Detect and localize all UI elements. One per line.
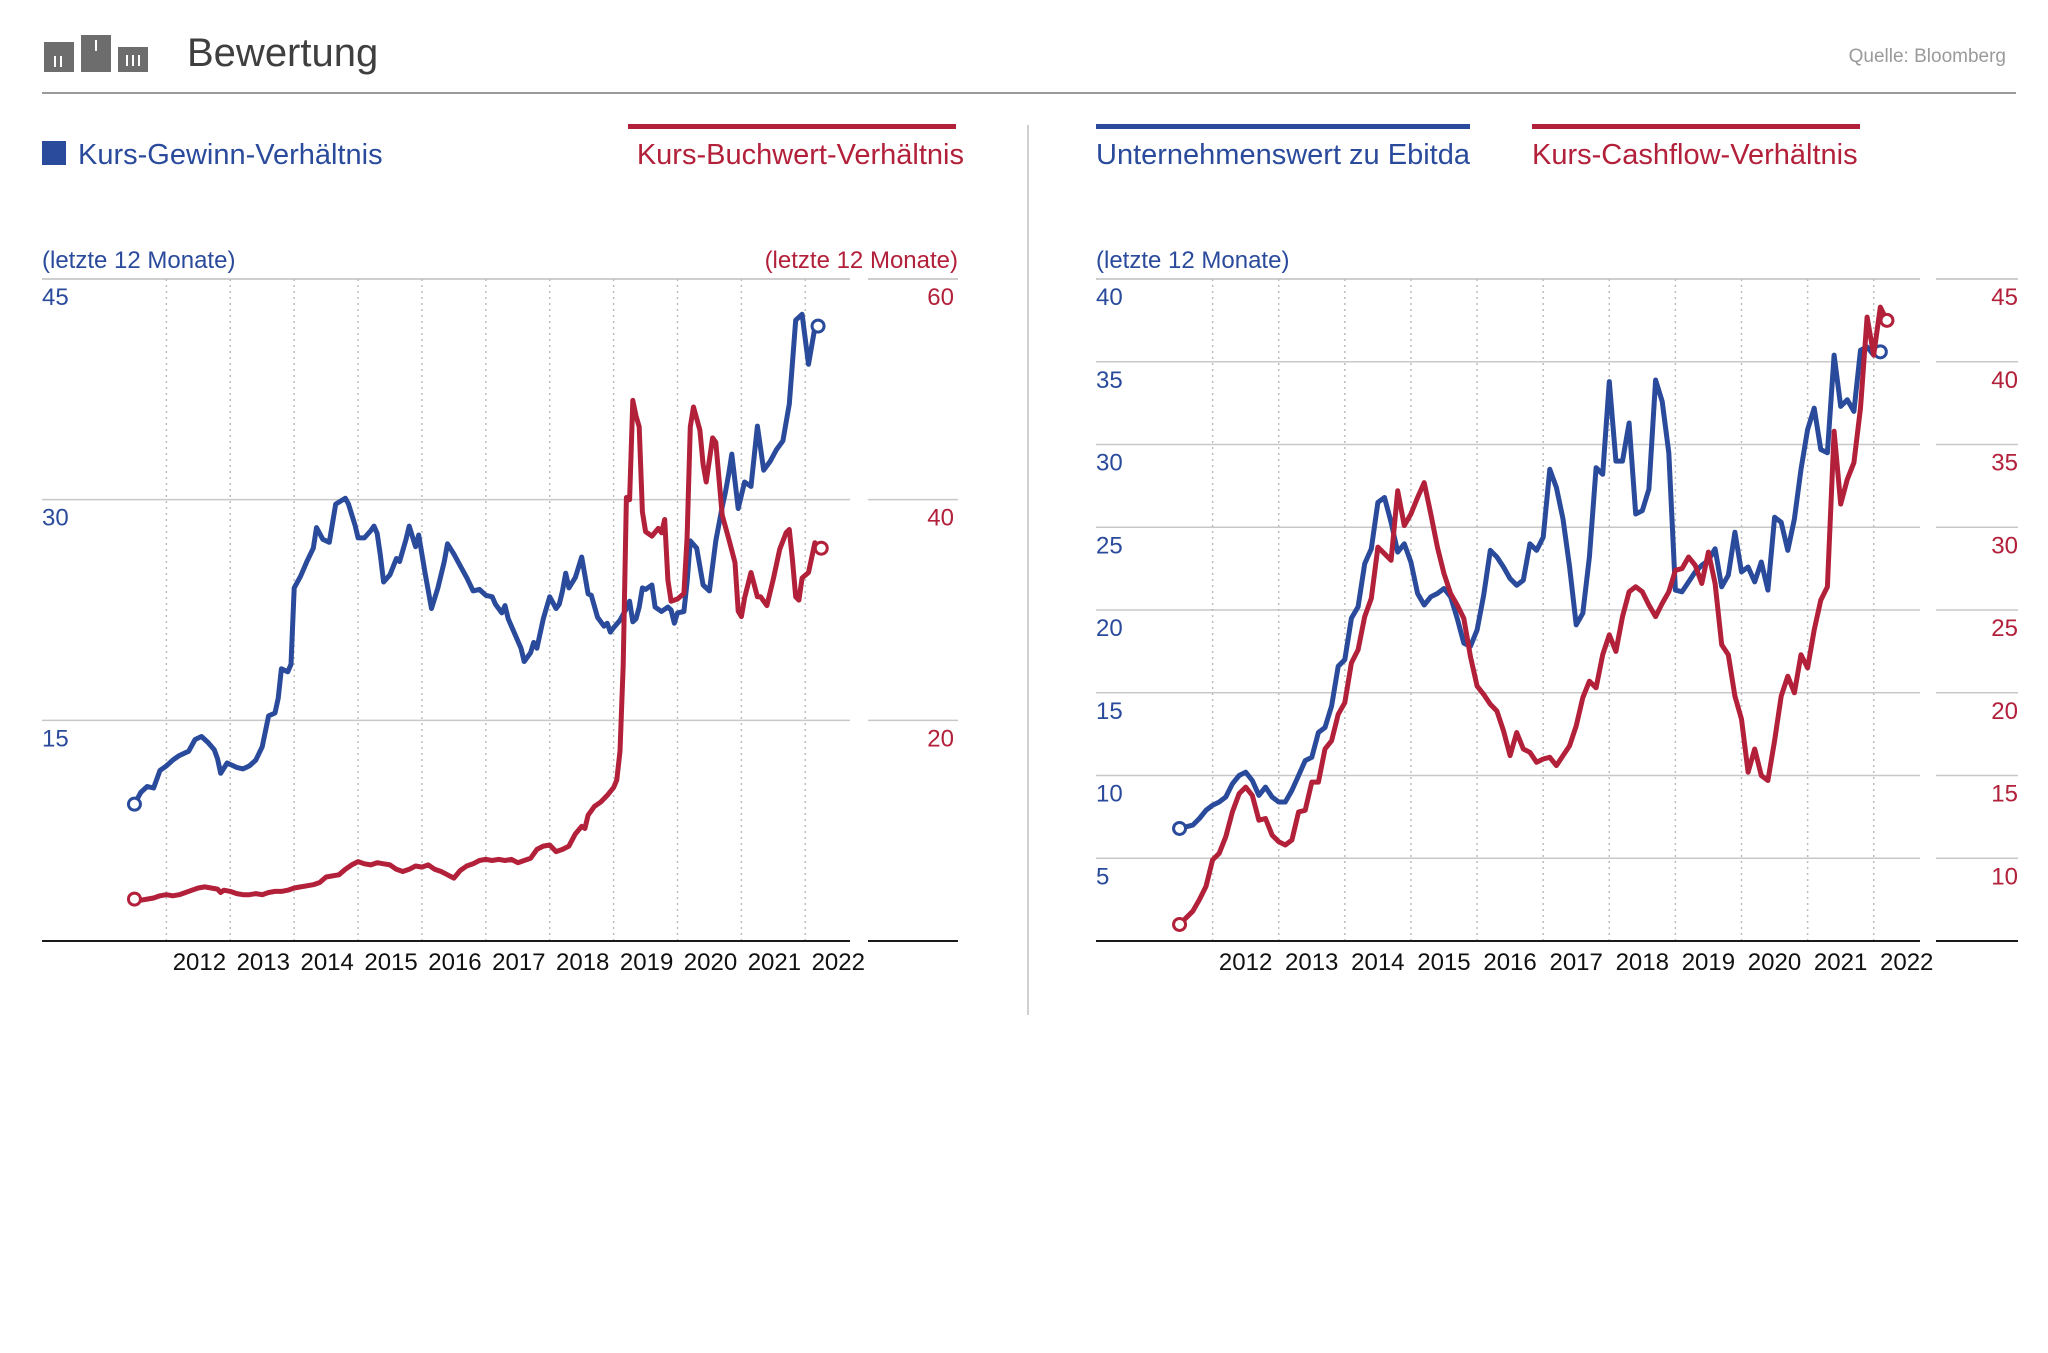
left-tick-label: 15: [1096, 698, 1123, 725]
right-tick-label: 30: [1991, 532, 2018, 559]
x-tick-label: 2015: [364, 949, 417, 976]
left-tick-label: 5: [1096, 863, 1109, 890]
series-end-marker: [1879, 312, 1895, 328]
x-tick-label: 2017: [492, 949, 545, 976]
chart-panel-ev-kcv: Unternehmenswert zu Ebitda Kurs-Cashflow…: [1096, 124, 2018, 976]
series-start-marker: [1172, 820, 1188, 836]
left-axis-unit: (letzte 12 Monate): [42, 247, 235, 274]
right-tick-label: 40: [927, 505, 954, 532]
series-start-marker: [126, 796, 142, 812]
series-lines: [126, 311, 829, 907]
logo-block-1: [44, 42, 74, 72]
axis-ticks: 5 10 15 20 25 30 35 40 10 15 20 25 30 35 40 45 2012 2013 2…: [1096, 284, 2018, 976]
left-tick-label: 30: [1096, 450, 1123, 477]
series-start-marker: [1172, 916, 1188, 932]
x-tick-label: 2014: [300, 949, 353, 976]
grid: [42, 278, 958, 942]
right-axis-unit: (letzte 12 Monate): [765, 247, 958, 274]
x-tick-label: 2021: [748, 949, 801, 976]
x-tick-label: 2013: [1285, 949, 1338, 976]
right-tick-label: 60: [927, 284, 954, 311]
series-line-blue: [1177, 344, 1883, 831]
right-tick-label: 25: [1991, 615, 2018, 642]
source-note: Quelle: Bloomberg: [1849, 46, 2006, 67]
right-tick-label: 35: [1991, 450, 2018, 477]
x-tick-label: 2012: [1219, 949, 1272, 976]
left-tick-label: 40: [1096, 284, 1123, 311]
legend-line-kbv: [628, 124, 956, 129]
x-tick-label: 2022: [812, 949, 865, 976]
x-tick-label: 2018: [1616, 949, 1669, 976]
x-tick-label: 2014: [1351, 949, 1404, 976]
right-tick-label: 45: [1991, 284, 2018, 311]
right-tick-label: 20: [927, 725, 954, 752]
legend-label-ev: Unternehmenswert zu Ebitda: [1096, 139, 1471, 171]
left-tick-label: 45: [42, 284, 69, 311]
left-tick-label: 35: [1096, 367, 1123, 394]
x-tick-label: 2021: [1814, 949, 1867, 976]
legend-label-kcv: Kurs-Cashflow-Verhältnis: [1532, 139, 1858, 171]
x-tick-label: 2015: [1417, 949, 1470, 976]
right-tick-label: 20: [1991, 698, 2018, 725]
right-tick-label: 15: [1991, 781, 2018, 808]
x-tick-label: 2022: [1880, 949, 1933, 976]
left-tick-label: 25: [1096, 532, 1123, 559]
series-line-blue: [131, 311, 821, 807]
x-tick-label: 2019: [620, 949, 673, 976]
grid: [1096, 278, 2018, 942]
series-end-marker: [810, 318, 826, 334]
x-tick-label: 2016: [428, 949, 481, 976]
axis-ticks: 15 30 45 20 40 60 2012 2013 2014 2015 2016 2017 2018…: [42, 284, 954, 976]
legend-line-kcv: [1532, 124, 1860, 129]
left-axis-unit: (letzte 12 Monate): [1096, 247, 1289, 274]
legend-label-kbv: Kurs-Buchwert-Verhältnis: [637, 139, 964, 171]
page-title: Bewertung: [187, 31, 378, 75]
series-start-marker: [126, 891, 142, 907]
legend-label-kgv: Kurs-Gewinn-Verhältnis: [78, 139, 383, 171]
right-tick-label: 40: [1991, 367, 2018, 394]
x-tick-label: 2020: [1748, 949, 1801, 976]
x-tick-label: 2012: [173, 949, 226, 976]
left-tick-label: 10: [1096, 781, 1123, 808]
series-lines: [1172, 304, 1895, 932]
series-line-red: [131, 397, 824, 903]
series-end-marker: [813, 540, 829, 556]
series-line-red: [1177, 304, 1890, 927]
right-tick-label: 10: [1991, 863, 2018, 890]
x-tick-label: 2020: [684, 949, 737, 976]
x-tick-label: 2016: [1483, 949, 1536, 976]
left-tick-label: 15: [42, 725, 69, 752]
brand-logo: [44, 35, 148, 72]
legend-marker-kgv: [42, 141, 66, 165]
chart-panel-kgv-kbv: Kurs-Gewinn-Verhältnis Kurs-Buchwert-Ver…: [42, 124, 964, 976]
x-tick-label: 2013: [237, 949, 290, 976]
x-tick-label: 2019: [1682, 949, 1735, 976]
legend-line-ev: [1096, 124, 1470, 129]
x-tick-label: 2017: [1549, 949, 1602, 976]
x-tick-label: 2018: [556, 949, 609, 976]
left-tick-label: 30: [42, 505, 69, 532]
left-tick-label: 20: [1096, 615, 1123, 642]
